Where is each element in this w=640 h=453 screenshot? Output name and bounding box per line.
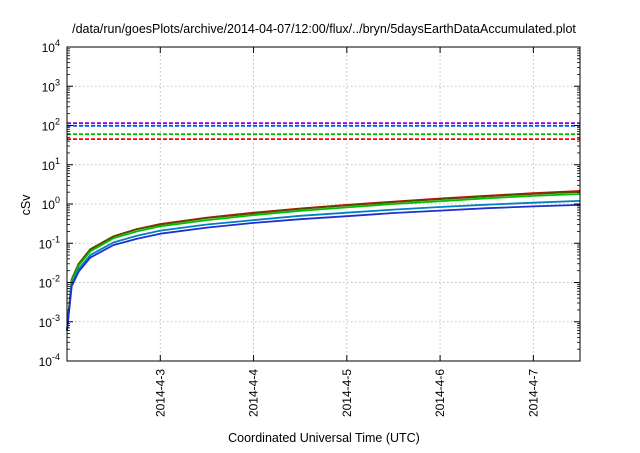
y-tick-label: 100 — [42, 195, 60, 212]
y-tick-label: 104 — [42, 38, 60, 55]
y-axis-label: cSv — [19, 194, 33, 216]
series-line — [66, 204, 581, 331]
chart-title: /data/run/goesPlots/archive/2014-04-07/1… — [72, 22, 576, 36]
x-axis-label: Coordinated Universal Time (UTC) — [228, 431, 420, 445]
x-tick-label: 2014-4-4 — [247, 369, 261, 417]
y-tick-label: 10-1 — [39, 234, 60, 251]
y-tick-label: 102 — [42, 117, 60, 134]
x-tick-label: 2014-4-5 — [340, 369, 354, 417]
grid-lines — [67, 47, 580, 361]
y-tick-label: 10-3 — [39, 313, 60, 330]
series-line — [66, 193, 581, 331]
y-tick-label: 101 — [42, 156, 60, 173]
y-tick-label: 10-2 — [39, 274, 60, 291]
y-tick-label: 10-4 — [39, 352, 60, 369]
x-tick-label: 2014-4-3 — [153, 369, 167, 417]
y-tick-label: 103 — [42, 77, 60, 94]
series-lines — [66, 122, 581, 331]
series-line — [66, 200, 581, 331]
series-line — [66, 190, 581, 331]
x-tick-label: 2014-4-7 — [526, 369, 540, 417]
x-tick-label: 2014-4-6 — [433, 369, 447, 417]
axis-ticks: 10-4 10-3 10-2 10-1 100 101 102 103 104 2014-4-3 2… — [39, 38, 580, 417]
series-line — [66, 190, 581, 331]
